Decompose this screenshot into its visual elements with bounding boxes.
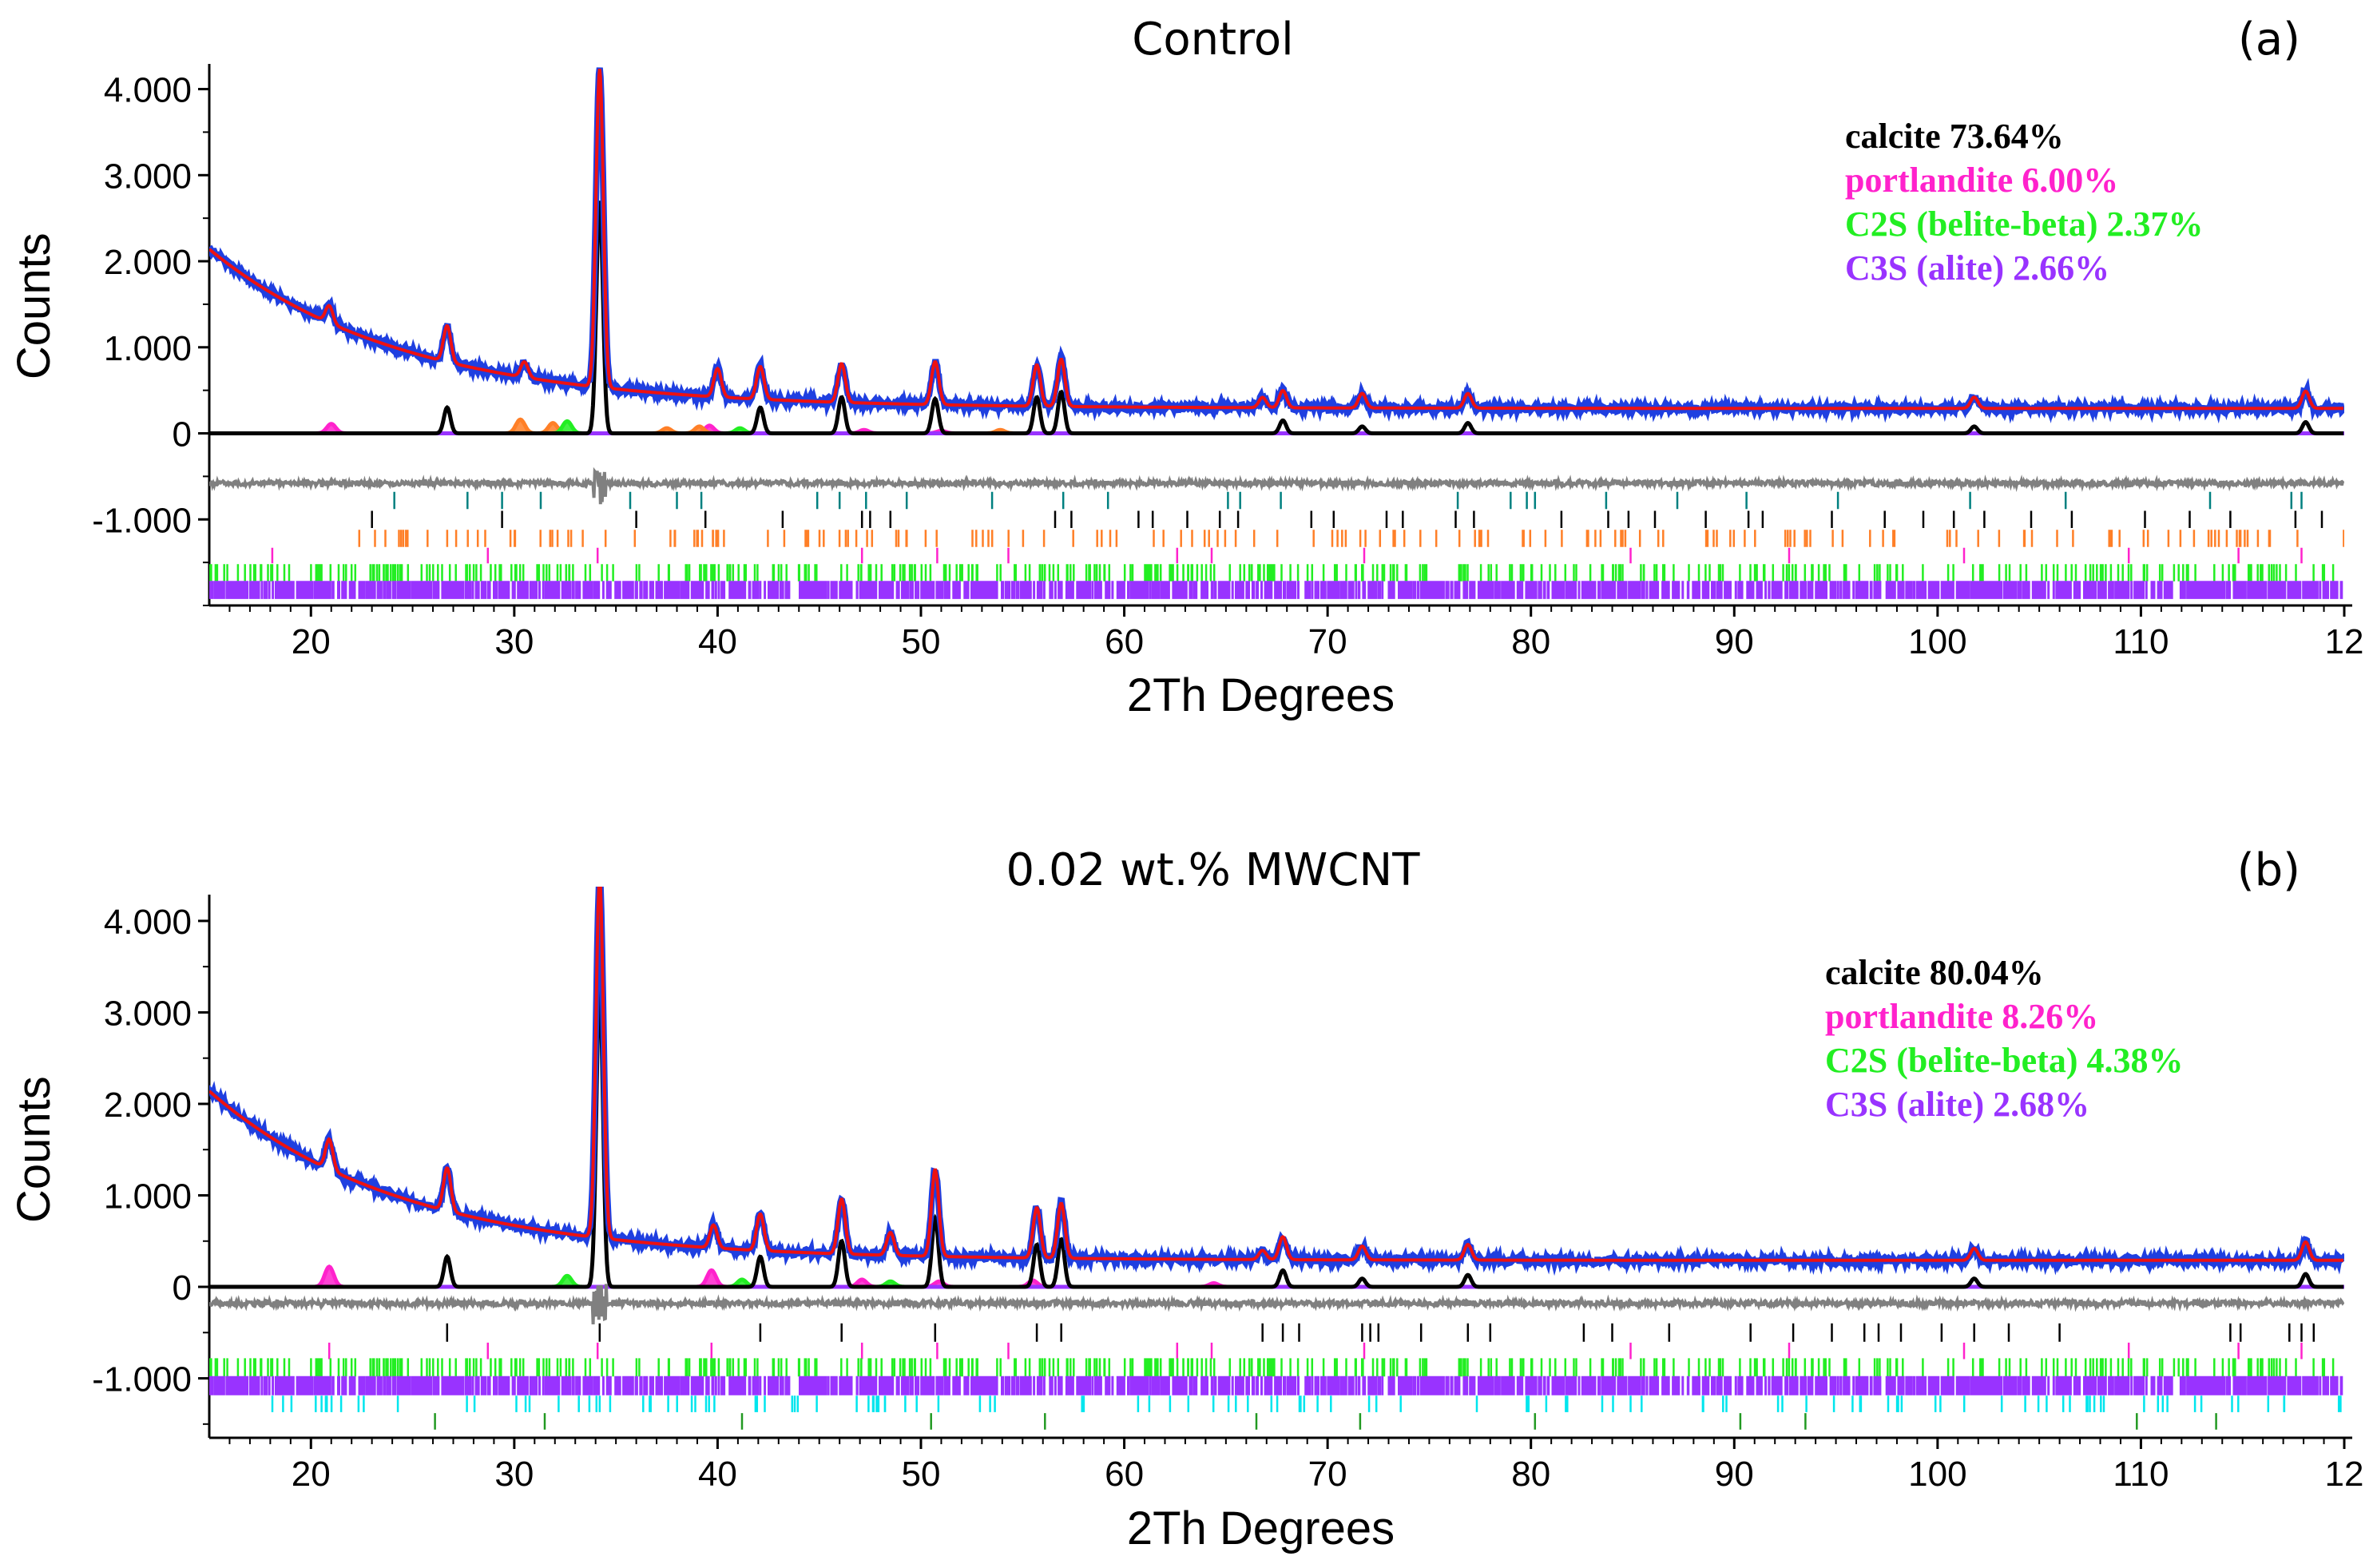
a-y-tick-label: 4.000 (104, 71, 192, 110)
b-y-tick-label: -1.000 (92, 1360, 192, 1399)
a-y-tick-label: 2.000 (104, 243, 192, 282)
panel-b-mwcnt-chart: 0.02 wt.% MWCNT (b) 4.000 3.000 2.000 1.000 0 -… (0, 831, 2377, 1568)
a-legend-item: portlandite 6.00% (1845, 161, 2118, 200)
a-y-tick-label: -1.000 (92, 501, 192, 540)
a-reflection-ticks-orange (358, 530, 2344, 547)
a-x-tick-label: 50 (902, 622, 941, 661)
b-chart-title: 0.02 wt.% MWCNT (1006, 844, 1421, 896)
b-x-tick-label: 20 (292, 1455, 331, 1494)
b-x-tick-label: 60 (1105, 1455, 1144, 1494)
b-x-tick-label: 100 (1908, 1455, 1966, 1494)
b-panel-label: (b) (2237, 844, 2300, 896)
b-x-tick-label: 110 (2113, 1455, 2169, 1494)
a-y-tick-label: 0 (173, 415, 192, 455)
b-reflection-ticks-alite (209, 1375, 2343, 1395)
a-x-tick-label: 12 (2325, 622, 2364, 661)
b-reflection-ticks-portlandite (327, 1342, 2303, 1360)
a-y-axis-label: Counts (8, 232, 60, 379)
b-x-tick-label: 70 (1308, 1455, 1347, 1494)
a-legend-item: C2S (belite-beta) 2.37% (1845, 204, 2204, 244)
a-x-tick-label: 70 (1308, 622, 1347, 661)
b-x-tick-label: 30 (494, 1455, 534, 1494)
b-x-axis-label: 2Th Degrees (1127, 1503, 1395, 1554)
b-phase-profile-portlandite (312, 1264, 1230, 1289)
a-x-tick-label: 20 (292, 622, 331, 661)
b-y-tick-label: 1.000 (104, 1177, 192, 1216)
a-chart-title: Control (1132, 14, 1293, 65)
a-x-tick-label: 30 (494, 622, 534, 661)
a-x-tick-label: 60 (1105, 622, 1144, 661)
a-x-tick-label: 40 (698, 622, 737, 661)
b-difference-curve (209, 1284, 2344, 1324)
a-phase-profile-portlandite (315, 422, 958, 435)
a-reflection-ticks-portlandite (271, 547, 2303, 564)
a-y-tick-label: 3.000 (104, 157, 192, 196)
a-reflection-ticks-calcite (371, 510, 2323, 528)
b-x-tick-label: 80 (1511, 1455, 1550, 1494)
b-x-tick-label: 12 (2325, 1455, 2364, 1494)
a-reflection-ticks-belite (209, 564, 2335, 582)
b-calculated-pattern (209, 887, 2343, 1262)
a-difference-curve (209, 466, 2344, 505)
b-reflection-ticks-cyan (271, 1395, 2342, 1412)
chart-svg-b: 0.02 wt.% MWCNT (b) 4.000 3.000 2.000 1.000 0 -… (8, 844, 2364, 1554)
b-reflection-ticks-calcite (446, 1323, 2315, 1342)
b-x-tick-label: 90 (1715, 1455, 1754, 1494)
a-legend-item: calcite 73.64% (1845, 117, 2064, 156)
a-reflection-ticks-alite (209, 581, 2343, 599)
a-x-tick-label: 80 (1511, 622, 1550, 661)
a-legend-item: C3S (alite) 2.66% (1845, 248, 2109, 288)
b-reflection-ticks-belite (209, 1358, 2335, 1377)
a-calculated-pattern (209, 68, 2343, 411)
b-reflection-ticks-darkgreen (434, 1413, 2217, 1430)
b-calcite-profile (209, 984, 2344, 1289)
b-legend-item: portlandite 8.26% (1825, 997, 2098, 1036)
b-x-tick-label: 40 (698, 1455, 737, 1494)
a-panel-label: (a) (2238, 14, 2300, 65)
b-y-tick-label: 3.000 (104, 994, 192, 1033)
b-y-axis-label: Counts (8, 1076, 60, 1223)
a-reflection-ticks-teal (393, 491, 2303, 510)
b-y-tick-label: 4.000 (104, 903, 192, 942)
b-y-tick-label: 0 (173, 1268, 192, 1308)
a-x-tick-label: 100 (1908, 622, 1966, 661)
a-plot-area (209, 67, 2344, 599)
b-legend-item: calcite 80.04% (1825, 953, 2044, 992)
chart-svg-a: Control (a) 4.000 3.000 2.000 1.000 0 -1.000 20 3… (8, 14, 2364, 721)
a-calcite-profile (209, 200, 2344, 435)
a-x-tick-label: 90 (1715, 622, 1754, 661)
a-y-tick-label: 1.000 (104, 329, 192, 368)
panel-a-control-chart: Control (a) 4.000 3.000 2.000 1.000 0 -1.000 20 3… (0, 0, 2377, 767)
a-x-axis-label: 2Th Degrees (1127, 669, 1395, 721)
b-y-tick-label: 2.000 (104, 1086, 192, 1125)
b-legend-item: C2S (belite-beta) 4.38% (1825, 1041, 2184, 1080)
b-x-tick-label: 50 (902, 1455, 941, 1494)
b-legend-item: C3S (alite) 2.68% (1825, 1085, 2089, 1124)
a-x-tick-label: 110 (2113, 622, 2169, 661)
b-plot-area (209, 887, 2344, 1430)
